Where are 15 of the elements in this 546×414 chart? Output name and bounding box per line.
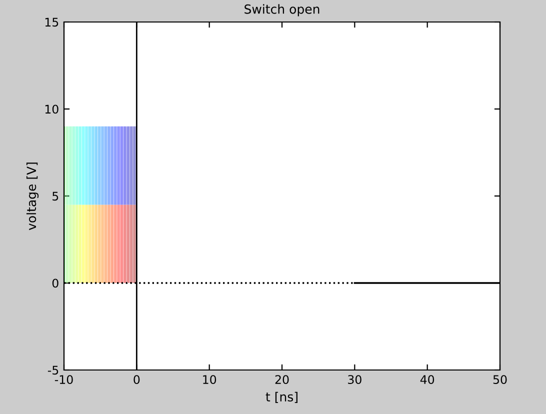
x-axis-title: t [ns]: [266, 392, 298, 403]
x-tick-label: 40: [420, 375, 434, 384]
x-tick-label: -10: [54, 375, 73, 384]
x-tick-label: 20: [275, 375, 289, 384]
y-tick-label: -5: [48, 366, 58, 375]
x-tick-label: 50: [493, 375, 507, 384]
y-tick-label: 5: [52, 192, 58, 201]
x-tick-label: 30: [348, 375, 362, 384]
chart-title: Switch open: [244, 4, 320, 16]
y-tick-label: 10: [45, 104, 58, 114]
y-tick-label: 0: [52, 278, 58, 288]
x-tick-label: 10: [203, 375, 216, 384]
x-tick-label: 0: [134, 375, 140, 384]
y-tick-label: 15: [45, 18, 58, 27]
y-axis-title: voltage [V]: [26, 162, 39, 230]
